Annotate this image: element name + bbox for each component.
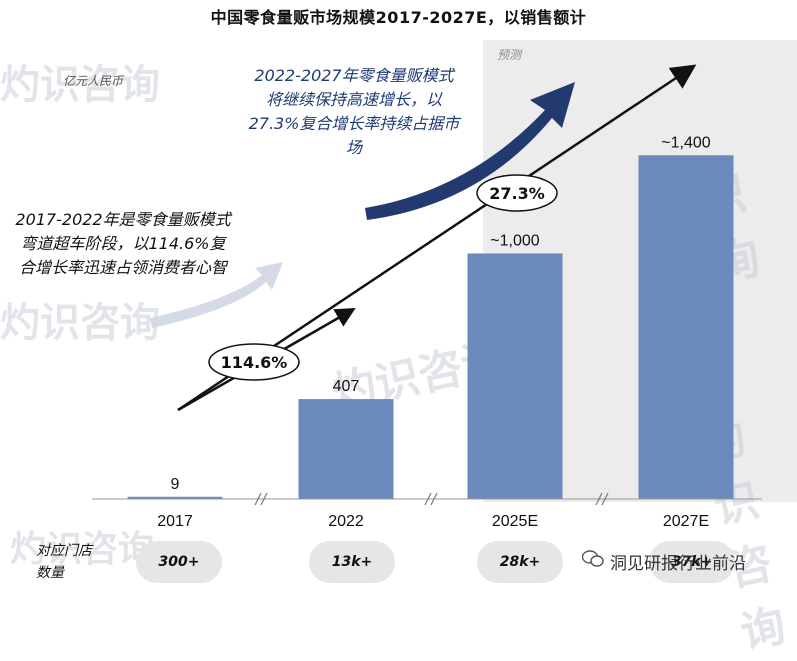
data-label-2017: 9	[171, 476, 180, 493]
bar-2025e	[467, 253, 563, 499]
x-tick-2022: 2022	[328, 513, 364, 530]
store-count-2017: 300+	[136, 541, 222, 583]
x-tick-2027e: 2027E	[663, 513, 709, 530]
decor-arrow-faded	[150, 262, 283, 328]
decor-arrow-dark	[365, 82, 575, 220]
bar-2022	[298, 399, 394, 499]
bar-2027e	[638, 155, 734, 499]
stores-row-label: 对应门店数量	[36, 543, 92, 581]
source-text: 洞见研报行业前沿	[610, 554, 746, 574]
bar-chart: 9 407 ~1,000 ~1,400 2017 2022 2025E 2027E 114.…	[92, 64, 762, 530]
cagr-ellipse-1	[208, 343, 300, 381]
store-count-2025e: 28k+	[477, 541, 563, 583]
data-label-2022: 407	[333, 378, 360, 395]
note-2022-2027: 2022-2027年零食量贩模式将继续保持高速增长，以27.3%复合增长率持续占…	[248, 66, 460, 157]
unit-label: 亿元人民币	[63, 74, 124, 88]
chart-title: 中国零食量贩市场规模2017-2027E，以销售额计	[210, 8, 587, 27]
store-count-2022: 13k+	[309, 541, 395, 583]
store-count-2027e: 37k+	[649, 541, 735, 583]
data-label-2027e: ~1,400	[661, 134, 710, 151]
cagr-label-1: 114.6%	[221, 353, 288, 372]
wechat-icon	[581, 550, 604, 573]
x-tick-2017: 2017	[157, 513, 193, 530]
note-2017-2022: 2017-2022年是零食量贩模式弯道超车阶段，以114.6%复合增长率迅速占领…	[15, 210, 231, 277]
bar-2017	[127, 496, 223, 499]
forecast-label: 预测	[497, 48, 522, 62]
x-tick-2025e: 2025E	[492, 513, 538, 530]
data-label-2025e: ~1,000	[490, 232, 539, 249]
cagr-ellipse-2	[476, 174, 558, 212]
cagr-label-2: 27.3%	[489, 184, 545, 203]
axis-break-marks	[254, 492, 609, 506]
source-credit: 洞见研报行业前沿	[581, 549, 746, 574]
